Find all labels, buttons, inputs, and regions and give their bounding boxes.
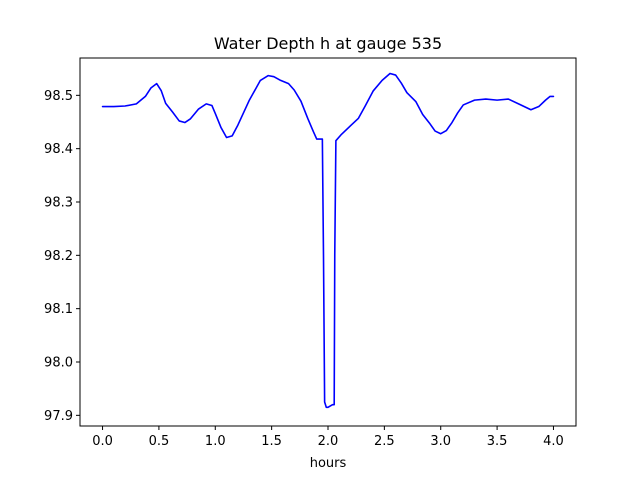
x-tick-label: 3.0 xyxy=(430,434,451,449)
y-tick-label: 98.3 xyxy=(44,196,73,211)
x-tick-label: 1.5 xyxy=(261,434,282,449)
x-tick-label: 1.0 xyxy=(205,434,226,449)
tick-layer: 0.0 0.5 1.0 1.5 2.0 2.5 3.0 3.5 4.0 97.9 98.0 98.1 9… xyxy=(44,89,564,449)
series-line xyxy=(101,72,555,409)
x-axis-label: hours xyxy=(310,456,347,471)
y-tick-label: 98.0 xyxy=(44,356,73,371)
chart-title: Water Depth h at gauge 535 xyxy=(214,34,442,53)
x-tick-label: 2.5 xyxy=(374,434,395,449)
x-tick-label: 2.0 xyxy=(318,434,339,449)
plot-layer xyxy=(101,72,555,409)
y-tick-label: 98.2 xyxy=(44,249,73,264)
y-tick-label: 98.4 xyxy=(44,142,73,157)
x-tick-label: 3.5 xyxy=(487,434,508,449)
x-tick-label: 0.5 xyxy=(149,434,170,449)
y-tick-label: 98.1 xyxy=(44,302,73,317)
x-tick-label: 4.0 xyxy=(543,434,564,449)
plot-frame xyxy=(79,57,577,427)
y-tick-label: 97.9 xyxy=(44,409,73,424)
x-tick-label: 0.0 xyxy=(92,434,113,449)
y-tick-label: 98.5 xyxy=(44,89,73,104)
